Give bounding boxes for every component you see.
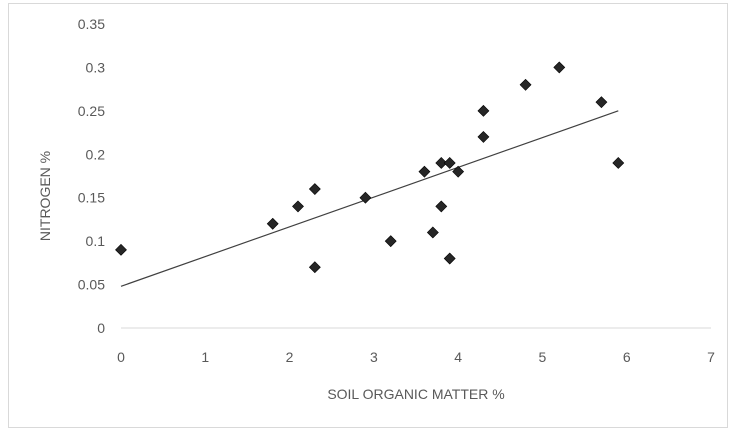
x-tick-label: 0 bbox=[117, 349, 125, 365]
x-tick-labels: 0 1 2 3 4 5 6 7 bbox=[117, 349, 715, 365]
x-tick-label: 3 bbox=[370, 349, 378, 365]
y-tick-label: 0.1 bbox=[86, 233, 106, 249]
data-point bbox=[292, 200, 304, 213]
y-tick-label: 0.3 bbox=[86, 59, 106, 75]
y-tick-label: 0.15 bbox=[78, 190, 105, 206]
y-tick-label: 0 bbox=[97, 320, 105, 336]
y-tick-label: 0.35 bbox=[78, 16, 105, 32]
data-point bbox=[435, 157, 448, 169]
data-point bbox=[115, 243, 127, 256]
data-point bbox=[384, 235, 397, 248]
x-tick-label: 4 bbox=[454, 349, 462, 365]
y-tick-label: 0.05 bbox=[78, 277, 105, 293]
y-tick-label: 0.25 bbox=[78, 103, 105, 119]
x-tick-label: 1 bbox=[201, 349, 209, 365]
data-point bbox=[595, 96, 608, 109]
data-point bbox=[435, 200, 448, 213]
x-tick-label: 7 bbox=[707, 349, 715, 365]
y-tick-labels: 0 0.05 0.1 0.15 0.2 0.25 0.3 0.35 bbox=[78, 16, 105, 336]
data-point bbox=[443, 157, 456, 169]
data-point bbox=[477, 104, 490, 117]
data-point bbox=[553, 61, 566, 74]
data-point bbox=[612, 157, 625, 169]
data-point bbox=[426, 226, 439, 239]
x-tick-label: 5 bbox=[539, 349, 547, 365]
chart-frame bbox=[8, 3, 728, 428]
data-point bbox=[477, 130, 490, 143]
x-tick-label: 2 bbox=[286, 349, 294, 365]
data-point bbox=[519, 78, 532, 91]
data-point bbox=[359, 191, 372, 204]
x-tick-label: 6 bbox=[623, 349, 631, 365]
y-tick-label: 0.2 bbox=[86, 146, 106, 162]
data-point bbox=[418, 165, 431, 178]
x-axis-title: SOIL ORGANIC MATTER % bbox=[327, 386, 504, 402]
y-axis-title: NITROGEN % bbox=[37, 151, 53, 241]
data-point bbox=[308, 183, 321, 195]
data-points bbox=[115, 61, 625, 274]
data-point bbox=[443, 252, 456, 265]
data-point bbox=[308, 261, 321, 274]
data-point bbox=[266, 217, 279, 230]
data-point bbox=[452, 165, 465, 178]
